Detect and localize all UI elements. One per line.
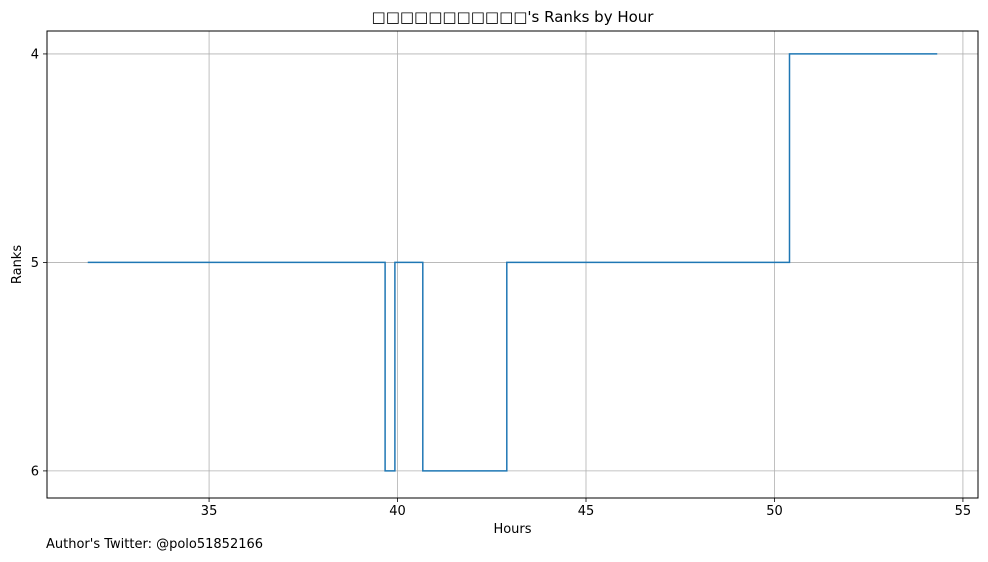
chart-title: □□□□□□□□□□□'s Ranks by Hour [372,8,655,26]
y-tick-label: 6 [31,464,39,479]
x-tick-label: 40 [389,504,406,519]
rank-step-line [87,53,938,472]
y-tick-label: 4 [31,47,39,62]
x-tick-label: 45 [578,504,595,519]
x-tick-label: 50 [766,504,783,519]
plot-frame [46,30,979,499]
x-axis-label: Hours [493,522,531,537]
y-axis-label: Ranks [10,245,25,284]
x-tick-label: 35 [201,504,218,519]
x-tick-label: 55 [955,504,972,519]
grid-lines [47,31,978,498]
author-twitter-note: Author's Twitter: @polo51852166 [46,537,264,552]
y-tick-label: 5 [31,256,39,271]
series-layer [87,53,938,472]
